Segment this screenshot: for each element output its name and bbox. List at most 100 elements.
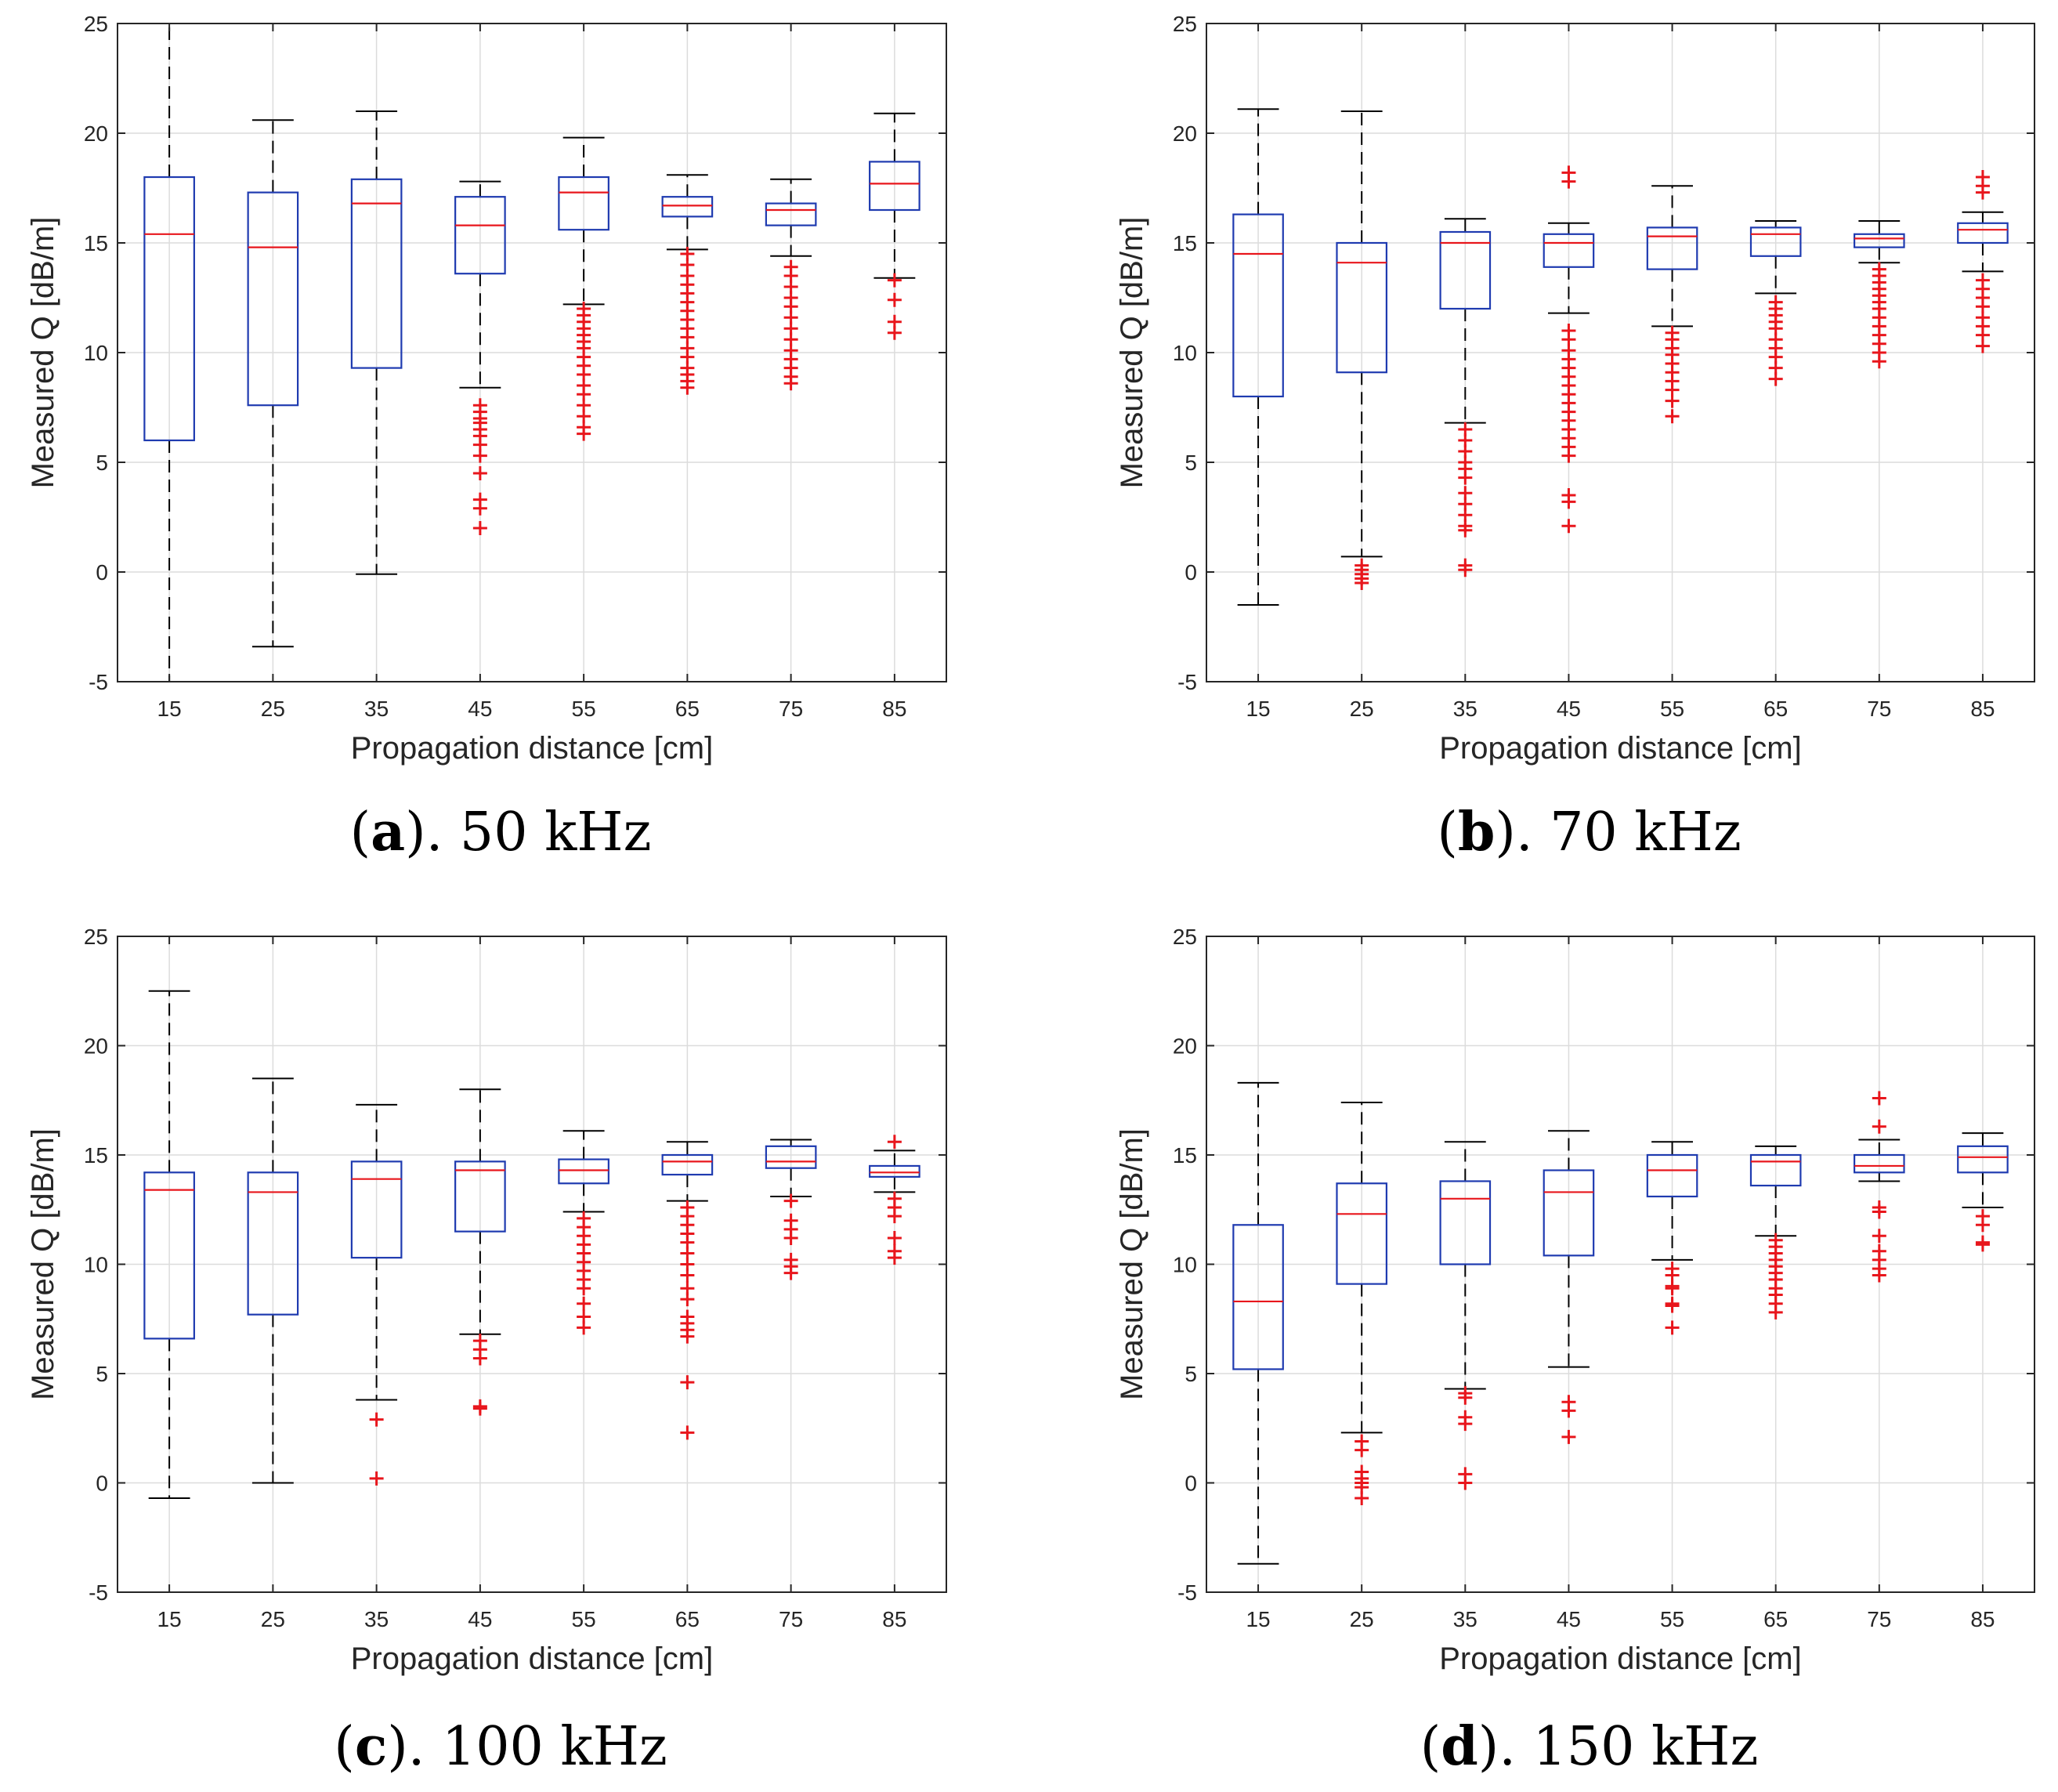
x-tick-label: 65 bbox=[675, 697, 700, 721]
outlier-marker bbox=[1665, 1298, 1680, 1313]
y-tick-label: -5 bbox=[89, 1580, 108, 1605]
y-axis-label: Measured Q [dB/m] bbox=[1115, 1128, 1149, 1400]
box-35 bbox=[350, 110, 403, 575]
x-tick-label: 75 bbox=[779, 1607, 803, 1631]
caption-letter: b bbox=[1458, 801, 1496, 863]
box-55 bbox=[558, 136, 609, 441]
x-tick-label: 55 bbox=[572, 697, 596, 721]
iqr-box bbox=[143, 1171, 195, 1340]
iqr-box bbox=[1957, 1145, 2009, 1174]
x-tick-label: 85 bbox=[882, 1607, 906, 1631]
x-tick-label: 35 bbox=[364, 697, 389, 721]
iqr-box bbox=[765, 1145, 817, 1169]
box-85 bbox=[869, 112, 920, 340]
iqr-box bbox=[661, 196, 714, 218]
box-75 bbox=[765, 1139, 817, 1280]
panel-a: -5 0 5 10 15 20 25 15 25 35 45 55 65 75 85 Propagation … bbox=[26, 12, 947, 863]
panel-caption: (b). 70 kHz bbox=[1437, 801, 1741, 863]
outlier-marker bbox=[1561, 494, 1576, 509]
outlier-marker bbox=[1355, 576, 1369, 590]
y-tick-label: -5 bbox=[1177, 1580, 1197, 1605]
x-tick-label: 25 bbox=[1350, 697, 1374, 721]
outlier-marker bbox=[680, 1425, 695, 1440]
iqr-box bbox=[1957, 222, 2009, 244]
outlier-marker bbox=[472, 521, 487, 535]
y-tick-label: 10 bbox=[1173, 1253, 1197, 1277]
panel-d: -5 0 5 10 15 20 25 15 25 35 45 55 65 75 85 Propagation … bbox=[1115, 925, 2035, 1778]
box-55 bbox=[1646, 1141, 1698, 1335]
y-tick-label: 10 bbox=[84, 1253, 108, 1277]
y-tick-label: 0 bbox=[96, 560, 108, 585]
iqr-box bbox=[1232, 1224, 1284, 1370]
outlier-marker bbox=[1665, 1281, 1680, 1296]
outlier-marker bbox=[887, 1251, 902, 1265]
x-tick-label: 55 bbox=[1660, 697, 1684, 721]
outlier-marker bbox=[577, 1296, 591, 1311]
iqr-box bbox=[1749, 1153, 1802, 1187]
outlier-marker bbox=[887, 1209, 902, 1224]
x-tick-label: 65 bbox=[1763, 1607, 1788, 1631]
x-tick-label: 65 bbox=[675, 1607, 700, 1631]
y-tick-label: 20 bbox=[1173, 1034, 1197, 1059]
box-65 bbox=[661, 174, 714, 395]
outlier-marker bbox=[1872, 354, 1886, 369]
outlier-marker bbox=[1561, 174, 1576, 189]
caption-frequency: . 150 kHz bbox=[1499, 1716, 1758, 1778]
y-tick-label: 10 bbox=[1173, 341, 1197, 365]
outlier-marker bbox=[369, 1412, 384, 1427]
x-tick-label: 55 bbox=[572, 1607, 596, 1631]
box-15 bbox=[1232, 108, 1284, 606]
iqr-box bbox=[1439, 230, 1492, 310]
iqr-box bbox=[661, 1153, 714, 1176]
caption-frequency: . 70 kHz bbox=[1516, 802, 1742, 863]
box-85 bbox=[869, 1135, 920, 1265]
x-tick-label: 15 bbox=[1246, 697, 1270, 721]
outlier-marker bbox=[1355, 1491, 1369, 1506]
outlier-marker bbox=[1458, 470, 1473, 485]
outlier-marker bbox=[1975, 338, 1990, 353]
outlier-marker bbox=[472, 501, 487, 516]
outlier-marker bbox=[472, 448, 487, 463]
outlier-marker bbox=[1458, 1390, 1473, 1405]
y-tick-label: 15 bbox=[84, 1143, 108, 1168]
outlier-marker bbox=[577, 426, 591, 441]
outlier-marker bbox=[1872, 1268, 1886, 1283]
outlier-marker bbox=[783, 376, 798, 391]
x-tick-label: 35 bbox=[1453, 1607, 1477, 1631]
y-tick-label: 15 bbox=[1173, 1143, 1197, 1168]
iqr-box bbox=[1749, 226, 1802, 257]
outlier-marker bbox=[783, 1193, 798, 1208]
iqr-box bbox=[869, 1164, 920, 1178]
x-tick-label: 75 bbox=[779, 697, 803, 721]
y-tick-label: 20 bbox=[1173, 121, 1197, 146]
outlier-marker bbox=[1975, 1218, 1990, 1233]
outlier-marker bbox=[1458, 523, 1473, 538]
y-axis-label: Measured Q [dB/m] bbox=[26, 217, 60, 489]
y-tick-label: 0 bbox=[1185, 1472, 1197, 1496]
outlier-marker bbox=[1355, 1443, 1369, 1457]
outlier-marker bbox=[1768, 371, 1783, 386]
x-tick-label: 15 bbox=[157, 1607, 182, 1631]
x-tick-label: 55 bbox=[1660, 1607, 1684, 1631]
iqr-box bbox=[350, 1160, 403, 1259]
outlier-marker bbox=[1872, 1091, 1886, 1106]
box-55 bbox=[1646, 185, 1698, 424]
caption-frequency: . 50 kHz bbox=[426, 802, 652, 863]
outlier-marker bbox=[472, 1351, 487, 1366]
box-65 bbox=[1749, 220, 1802, 386]
iqr-box bbox=[558, 176, 609, 231]
x-tick-label: 75 bbox=[1867, 697, 1891, 721]
x-tick-label: 45 bbox=[1557, 1607, 1581, 1631]
iqr-box bbox=[1543, 1169, 1595, 1257]
y-tick-label: 5 bbox=[1185, 451, 1197, 475]
y-tick-label: -5 bbox=[89, 670, 108, 694]
outlier-marker bbox=[887, 273, 902, 288]
outlier-marker bbox=[887, 1135, 902, 1149]
box-25 bbox=[1336, 1102, 1387, 1506]
x-tick-label: 45 bbox=[1557, 697, 1581, 721]
x-tick-label: 85 bbox=[1970, 1607, 1995, 1631]
box-45 bbox=[454, 180, 506, 535]
iqr-box bbox=[454, 196, 506, 275]
box-45 bbox=[1543, 165, 1595, 534]
